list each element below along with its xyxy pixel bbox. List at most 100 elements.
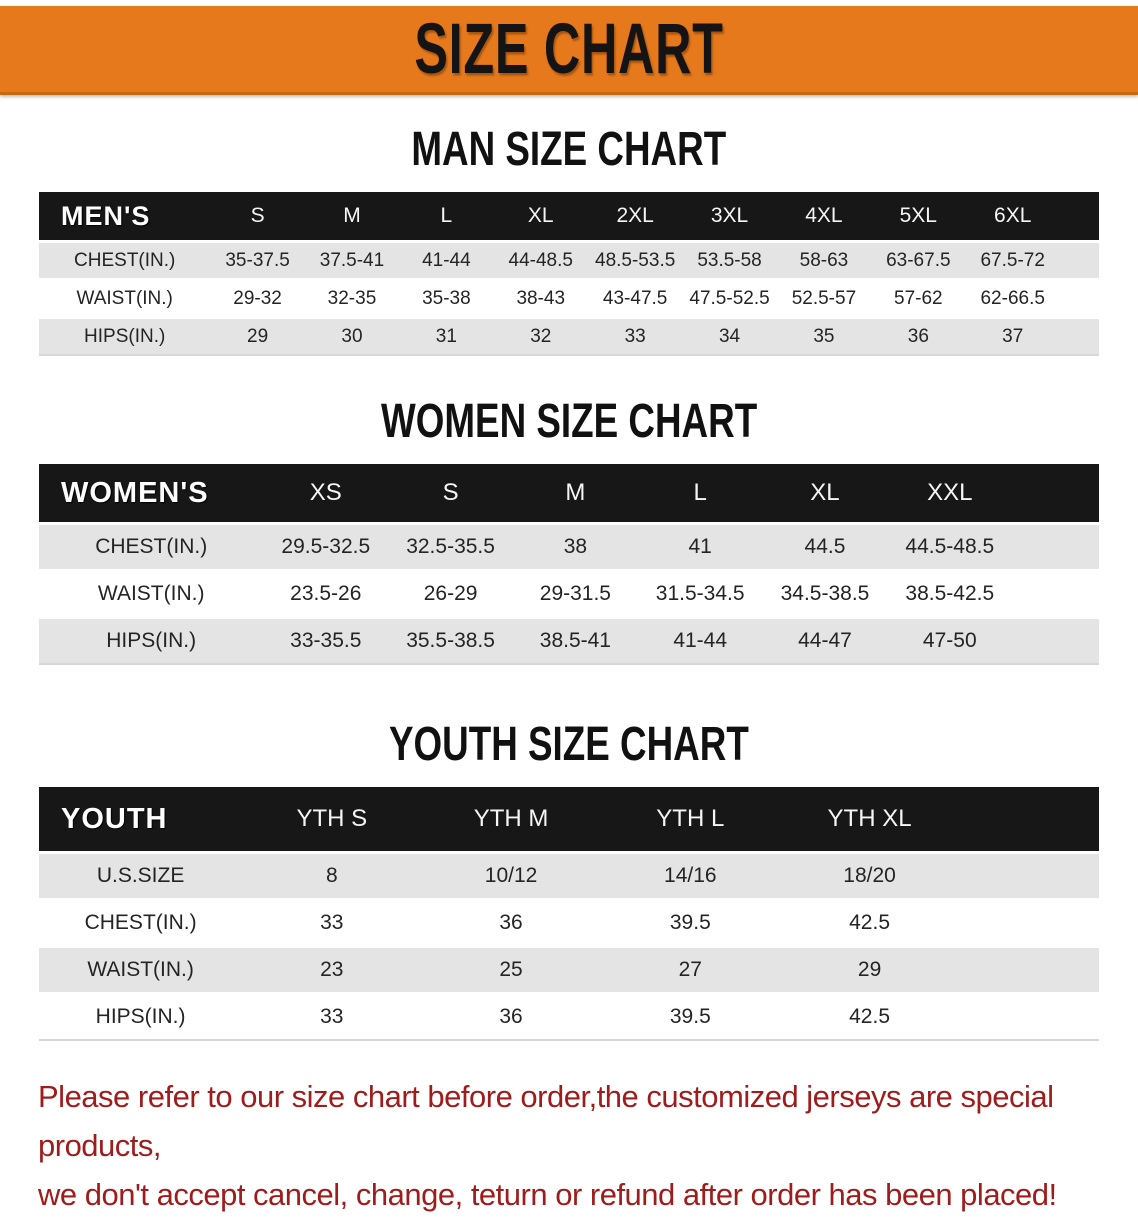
measurement-value: 57-62 xyxy=(871,281,966,316)
table-header-row: WOMEN'S XS S M L XL XXL xyxy=(39,464,1099,522)
measurement-value: 33 xyxy=(242,995,422,1041)
banner-title: SIZE CHART xyxy=(414,9,724,89)
disclaimer-line-2: we don't accept cancel, change, teturn o… xyxy=(38,1177,1057,1212)
measurement-value: 53.5-58 xyxy=(682,243,777,278)
measurement-label: WAIST(IN.) xyxy=(39,948,243,992)
measurement-value: 44-47 xyxy=(762,619,888,665)
spacer-cell xyxy=(1012,464,1099,522)
women-size-table: WOMEN'S XS S M L XL XXL CHEST(IN.) 29.5-32.5 32.5… xyxy=(39,461,1099,668)
measurement-value: 29 xyxy=(779,948,960,992)
measurement-value: 33-35.5 xyxy=(263,619,389,665)
size-column-header: YTH L xyxy=(600,787,780,851)
measurement-value: 31.5-34.5 xyxy=(637,572,763,616)
spacer-cell xyxy=(959,948,1099,992)
measurement-value: 38.5-42.5 xyxy=(887,572,1013,616)
measurement-row: CHEST(IN.) 33 36 39.5 42.5 xyxy=(39,901,1099,945)
measurement-value: 29.5-32.5 xyxy=(263,525,389,569)
measurement-label: U.S.SIZE xyxy=(39,854,243,898)
measurement-value: 48.5-53.5 xyxy=(587,243,683,278)
measurement-value: 25 xyxy=(421,948,601,992)
size-column-header: XS xyxy=(263,464,389,522)
measurement-row: HIPS(IN.) 33 36 39.5 42.5 xyxy=(39,995,1099,1041)
size-column-header: YTH S xyxy=(242,787,422,851)
spacer-cell xyxy=(959,854,1099,898)
measurement-value: 8 xyxy=(242,854,422,898)
measurement-row: WAIST(IN.) 23.5-26 26-29 29-31.5 31.5-34.5 34… xyxy=(39,572,1099,616)
spacer-cell xyxy=(959,901,1099,945)
measurement-value: 44.5-48.5 xyxy=(887,525,1013,569)
size-column-header: M xyxy=(512,464,638,522)
measurement-row: HIPS(IN.) 29 30 31 32 33 34 35 36 37 xyxy=(39,319,1099,356)
men-section-heading-text: MAN SIZE CHART xyxy=(411,120,727,176)
measurement-value: 37.5-41 xyxy=(304,243,400,278)
measurement-row: WAIST(IN.) 23 25 27 29 xyxy=(39,948,1099,992)
measurement-value: 27 xyxy=(600,948,780,992)
measurement-label: CHEST(IN.) xyxy=(39,901,243,945)
spacer-cell xyxy=(1059,281,1099,316)
size-column-header: 6XL xyxy=(965,192,1060,240)
measurement-value: 23.5-26 xyxy=(263,572,389,616)
table-title-cell: WOMEN'S xyxy=(39,464,264,522)
measurement-value: 34.5-38.5 xyxy=(762,572,888,616)
measurement-value: 44.5 xyxy=(762,525,888,569)
size-column-header: XL xyxy=(762,464,888,522)
measurement-value: 14/16 xyxy=(600,854,780,898)
measurement-row: CHEST(IN.) 35-37.5 37.5-41 41-44 44-48.5 48.5… xyxy=(39,243,1099,278)
spacer-cell xyxy=(1059,243,1099,278)
measurement-row: CHEST(IN.) 29.5-32.5 32.5-35.5 38 41 44.5 44.5… xyxy=(39,525,1099,569)
measurement-value: 47.5-52.5 xyxy=(682,281,777,316)
measurement-value: 32.5-35.5 xyxy=(388,525,513,569)
measurement-label: WAIST(IN.) xyxy=(39,572,264,616)
size-column-header: YTH XL xyxy=(779,787,960,851)
youth-section-heading-text: YOUTH SIZE CHART xyxy=(389,715,749,771)
measurement-value: 42.5 xyxy=(779,901,960,945)
measurement-value: 39.5 xyxy=(600,995,780,1041)
measurement-value: 36 xyxy=(421,995,601,1041)
measurement-value: 23 xyxy=(242,948,422,992)
size-column-header: 2XL xyxy=(587,192,683,240)
spacer-cell xyxy=(1012,619,1099,665)
measurement-value: 29 xyxy=(210,319,305,356)
measurement-value: 38-43 xyxy=(493,281,588,316)
women-section-heading-text: WOMEN SIZE CHART xyxy=(380,392,758,448)
measurement-value: 33 xyxy=(242,901,422,945)
measurement-value: 32-35 xyxy=(304,281,400,316)
measurement-label: HIPS(IN.) xyxy=(39,995,243,1041)
size-column-header: 4XL xyxy=(776,192,872,240)
measurement-value: 31 xyxy=(399,319,494,356)
size-column-header: S xyxy=(210,192,305,240)
measurement-value: 34 xyxy=(682,319,777,356)
youth-section-heading: YOUTH SIZE CHART xyxy=(0,715,1138,771)
measurement-value: 42.5 xyxy=(779,995,960,1041)
measurement-row: HIPS(IN.) 33-35.5 35.5-38.5 38.5-41 41-44 44-… xyxy=(39,619,1099,665)
order-disclaimer: Please refer to our size chart before or… xyxy=(38,1072,1138,1219)
measurement-value: 29-31.5 xyxy=(512,572,638,616)
size-column-header: M xyxy=(304,192,400,240)
table-title-cell: MEN'S xyxy=(39,192,211,240)
measurement-value: 58-63 xyxy=(776,243,872,278)
measurement-row: U.S.SIZE 8 10/12 14/16 18/20 xyxy=(39,854,1099,898)
men-size-table: MEN'S S M L XL 2XL 3XL 4XL 5XL 6XL CHEST(IN.) 35-37… xyxy=(39,189,1099,359)
size-column-header: 3XL xyxy=(682,192,777,240)
spacer-cell xyxy=(959,787,1099,851)
spacer-cell xyxy=(959,995,1099,1041)
women-section-heading: WOMEN SIZE CHART xyxy=(0,392,1138,448)
measurement-value: 43-47.5 xyxy=(587,281,683,316)
measurement-value: 37 xyxy=(965,319,1060,356)
measurement-value: 39.5 xyxy=(600,901,780,945)
size-column-header: S xyxy=(388,464,513,522)
men-section-heading: MAN SIZE CHART xyxy=(0,120,1138,176)
measurement-value: 36 xyxy=(871,319,966,356)
size-column-header: XXL xyxy=(887,464,1013,522)
measurement-value: 35.5-38.5 xyxy=(388,619,513,665)
measurement-value: 62-66.5 xyxy=(965,281,1060,316)
measurement-value: 35 xyxy=(776,319,872,356)
measurement-value: 29-32 xyxy=(210,281,305,316)
measurement-value: 35-38 xyxy=(399,281,494,316)
size-column-header: L xyxy=(399,192,494,240)
measurement-value: 38.5-41 xyxy=(512,619,638,665)
measurement-value: 35-37.5 xyxy=(210,243,305,278)
measurement-value: 18/20 xyxy=(779,854,960,898)
youth-size-table: YOUTH YTH S YTH M YTH L YTH XL U.S.SIZE 8 10/12… xyxy=(39,784,1099,1044)
spacer-cell xyxy=(1012,525,1099,569)
